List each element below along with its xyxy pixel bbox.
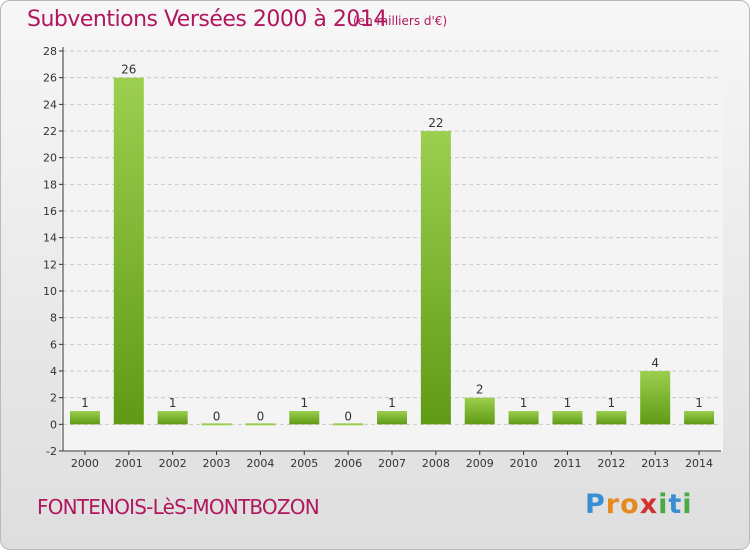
- bar: [69, 411, 100, 425]
- chart-unit: (en milliers d'€): [353, 14, 448, 28]
- bar: [289, 411, 320, 425]
- data-label: 0: [257, 409, 265, 423]
- logo-letter: i: [658, 489, 669, 520]
- y-tick-label: 14: [43, 232, 57, 245]
- chart-title: Subventions Versées 2000 à 2014: [27, 7, 387, 32]
- y-tick-label: 6: [50, 338, 57, 351]
- y-tick-label: 22: [43, 125, 57, 138]
- x-tick-label: 2001: [115, 457, 143, 470]
- x-tick-label: 2009: [466, 457, 494, 470]
- y-tick-label: 8: [50, 312, 57, 325]
- data-label: 26: [121, 63, 136, 77]
- x-tick-label: 2007: [378, 457, 406, 470]
- logo-letter: x: [639, 489, 659, 520]
- proxiti-logo: Proxiti: [585, 489, 693, 520]
- data-label: 1: [169, 396, 177, 410]
- bar: [333, 423, 364, 426]
- data-label: 1: [564, 396, 572, 410]
- bar: [245, 423, 276, 426]
- y-tick-label: 2: [50, 392, 57, 405]
- y-tick-label: 20: [43, 152, 57, 165]
- data-label: 1: [388, 396, 396, 410]
- x-tick-label: 2011: [553, 457, 581, 470]
- town-name: FONTENOIS-LèS-MONTBOZON: [37, 495, 320, 519]
- y-tick-label: 28: [43, 45, 57, 58]
- y-tick-label: 10: [43, 285, 57, 298]
- y-tick-label: 16: [43, 205, 57, 218]
- logo-letter: i: [682, 489, 693, 520]
- x-tick-label: 2000: [71, 457, 99, 470]
- x-tick-label: 2005: [290, 457, 318, 470]
- bar: [201, 423, 232, 426]
- x-tick-label: 2002: [159, 457, 187, 470]
- data-label: 1: [695, 396, 703, 410]
- x-tick-label: 2012: [597, 457, 625, 470]
- x-tick-label: 2013: [641, 457, 669, 470]
- bar: [157, 411, 188, 425]
- bar: [464, 397, 495, 425]
- bars: [69, 77, 715, 426]
- x-tick-label: 2010: [510, 457, 538, 470]
- logo-letter: o: [620, 489, 640, 520]
- bar: [508, 411, 539, 425]
- logo-letter: t: [668, 489, 683, 520]
- data-label: 0: [213, 409, 221, 423]
- data-label: 22: [428, 116, 443, 130]
- bar: [552, 411, 583, 425]
- plot-area: [61, 48, 723, 452]
- x-tick-label: 2006: [334, 457, 362, 470]
- bar: [596, 411, 627, 425]
- x-tick-label: 2014: [685, 457, 713, 470]
- bar: [113, 77, 144, 425]
- y-tick-label: 12: [43, 258, 57, 271]
- bar: [684, 411, 715, 425]
- logo-letter: P: [585, 489, 606, 520]
- x-tick-label: 2003: [203, 457, 231, 470]
- data-label: 0: [344, 409, 352, 423]
- x-tick-label: 2008: [422, 457, 450, 470]
- data-label: 2: [476, 383, 484, 397]
- y-tick-label: 24: [43, 98, 57, 111]
- y-tick-label: 26: [43, 72, 57, 85]
- data-label: 1: [608, 396, 616, 410]
- bar: [420, 131, 451, 425]
- y-tick-label: -2: [46, 445, 57, 458]
- logo-letter: r: [605, 489, 621, 520]
- data-label: 1: [300, 396, 308, 410]
- data-label: 1: [520, 396, 528, 410]
- y-tick-label: 18: [43, 178, 57, 191]
- x-tick-label: 2004: [246, 457, 274, 470]
- y-tick-label: 0: [50, 418, 57, 431]
- data-label: 1: [81, 396, 89, 410]
- bar: [640, 371, 671, 425]
- bar: [377, 411, 407, 425]
- y-tick-label: 4: [50, 365, 57, 378]
- data-label: 4: [651, 356, 659, 370]
